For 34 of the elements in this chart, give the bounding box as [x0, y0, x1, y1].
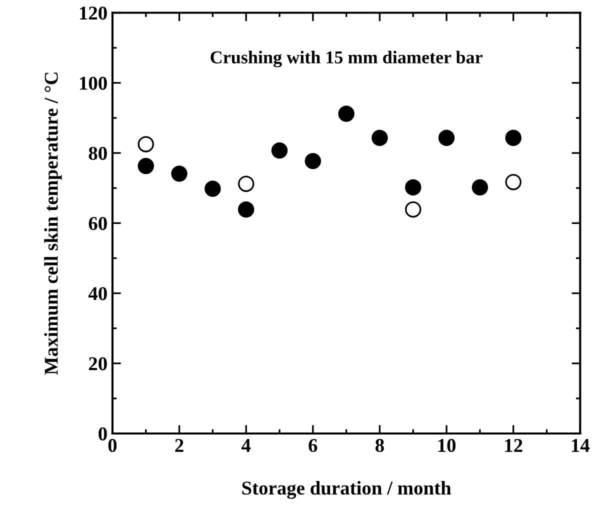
point: [271, 142, 288, 159]
point: [204, 180, 221, 197]
y-tick-label: 100: [80, 76, 107, 90]
x-axis-title: Storage duration / month: [242, 480, 452, 499]
x-tick-label: 10: [438, 438, 456, 452]
x-tick-label: 8: [376, 438, 384, 452]
point: [138, 158, 154, 174]
point: [405, 179, 422, 196]
point: [405, 201, 422, 218]
point: [171, 166, 188, 182]
point: [138, 136, 154, 152]
point: [238, 201, 254, 218]
x-tick-label: 14: [572, 439, 590, 452]
x-tick-label: 4: [242, 439, 251, 452]
x-tick-label: 0: [108, 438, 117, 452]
point: [438, 130, 455, 146]
point: [505, 174, 522, 190]
y-axis-title: Maximum cell skin temperature / °C: [44, 72, 62, 375]
x-tick-label: 2: [175, 438, 184, 452]
x-tick-label: 6: [308, 438, 318, 452]
y-tick-label: 20: [88, 357, 107, 370]
annotation: Crushing with 15 mm diameter bar: [210, 50, 482, 68]
y-tick-label: 80: [88, 146, 107, 160]
point: [238, 176, 254, 192]
point: [304, 152, 322, 170]
point: [372, 130, 388, 146]
y-tick-label: 120: [80, 6, 107, 20]
y-tick-label: 40: [88, 287, 107, 300]
y-tick-label: 60: [88, 216, 107, 230]
point: [505, 130, 522, 146]
y-tick-label: 0: [98, 427, 107, 440]
point: [338, 106, 354, 122]
point: [472, 179, 488, 196]
x-tick-label: 12: [505, 438, 522, 452]
